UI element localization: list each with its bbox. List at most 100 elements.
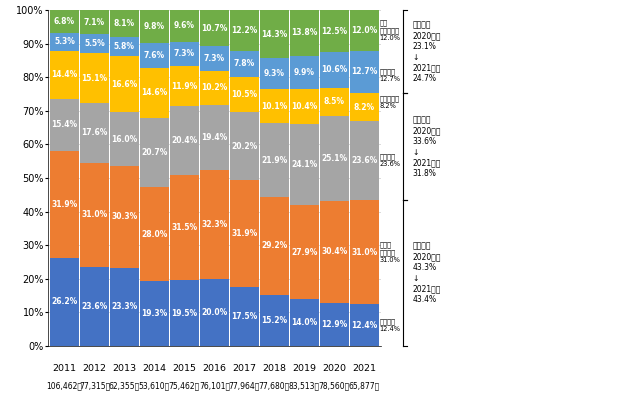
Bar [140, 68, 169, 118]
Bar [51, 99, 79, 151]
Text: 31.5%: 31.5% [172, 223, 198, 232]
Text: 31.0%: 31.0% [81, 210, 108, 219]
Text: 20.7%: 20.7% [141, 148, 168, 157]
Bar [110, 166, 139, 268]
Bar [80, 10, 109, 34]
Text: 10.7%: 10.7% [201, 24, 228, 33]
Text: 9.9%: 9.9% [294, 68, 315, 77]
Bar [320, 116, 349, 200]
Bar [200, 105, 228, 170]
Bar [80, 34, 109, 53]
Text: 83,513件: 83,513件 [289, 381, 320, 390]
Bar [260, 123, 289, 197]
Text: 75,462件: 75,462件 [169, 381, 200, 390]
Text: 12.5%: 12.5% [321, 26, 348, 36]
Text: 19.3%: 19.3% [141, 309, 168, 318]
Text: 8.2%: 8.2% [354, 103, 375, 112]
Text: 5.8%: 5.8% [114, 42, 135, 51]
Text: 2018: 2018 [262, 364, 286, 374]
Text: 12.0%: 12.0% [351, 26, 378, 35]
Bar [140, 10, 169, 43]
Text: 14.6%: 14.6% [141, 88, 168, 98]
Bar [230, 51, 259, 77]
Bar [350, 304, 378, 346]
Bar [320, 88, 349, 116]
Text: 17.5%: 17.5% [231, 312, 257, 321]
Text: 10.4%: 10.4% [291, 102, 317, 111]
Bar [230, 180, 259, 287]
Bar [260, 89, 289, 123]
Text: 10.6%: 10.6% [321, 65, 348, 74]
Text: 24.1%: 24.1% [291, 160, 317, 169]
Bar [110, 112, 139, 166]
Bar [110, 56, 139, 112]
Text: 7.3%: 7.3% [204, 54, 225, 63]
Bar [170, 175, 198, 280]
Text: 16.6%: 16.6% [111, 80, 138, 89]
Bar [80, 267, 109, 346]
Text: 106,462件: 106,462件 [47, 381, 83, 390]
Bar [170, 66, 198, 106]
Text: 2013: 2013 [113, 364, 136, 374]
Text: 注文住宅
2020年度
43.3%
↓
2021年度
43.4%: 注文住宅 2020年度 43.3% ↓ 2021年度 43.4% [412, 242, 441, 304]
Text: 15.4%: 15.4% [51, 120, 77, 130]
Bar [51, 10, 79, 33]
Text: 2019: 2019 [292, 364, 316, 374]
Text: 28.0%: 28.0% [141, 230, 168, 239]
Text: 土地付
注文住宅
31.0%: 土地付 注文住宅 31.0% [380, 242, 400, 263]
Text: 9.6%: 9.6% [174, 21, 195, 30]
Text: 中古住宅
2020年度
23.1%
↓
2021年度
24.7%: 中古住宅 2020年度 23.1% ↓ 2021年度 24.7% [412, 20, 441, 83]
Bar [290, 10, 319, 56]
Text: 10.2%: 10.2% [201, 84, 228, 92]
Text: 8.1%: 8.1% [114, 19, 135, 28]
Bar [51, 151, 79, 258]
Text: 23.6%: 23.6% [81, 302, 108, 311]
Bar [110, 37, 139, 56]
Text: 78,560件: 78,560件 [319, 381, 350, 390]
Text: 12.4%: 12.4% [351, 321, 378, 330]
Text: 注文住宅
12.4%: 注文住宅 12.4% [380, 318, 400, 332]
Text: 20.4%: 20.4% [172, 136, 198, 145]
Text: 7.3%: 7.3% [174, 49, 195, 58]
Bar [350, 93, 378, 121]
Text: 26.2%: 26.2% [51, 298, 77, 306]
Text: 62,355件: 62,355件 [109, 381, 140, 390]
Bar [260, 10, 289, 58]
Text: 2014: 2014 [143, 364, 166, 374]
Text: 15.2%: 15.2% [261, 316, 287, 325]
Bar [110, 268, 139, 346]
Text: 2015: 2015 [172, 364, 196, 374]
Text: 2021: 2021 [352, 364, 376, 374]
Text: 8.5%: 8.5% [324, 97, 345, 106]
Text: 2020: 2020 [323, 364, 346, 374]
Bar [350, 51, 378, 93]
Text: 12.7%: 12.7% [351, 68, 378, 76]
Bar [80, 162, 109, 267]
Bar [320, 303, 349, 346]
Bar [170, 42, 198, 66]
Text: 12.2%: 12.2% [231, 26, 257, 35]
Text: マンション
8.2%: マンション 8.2% [380, 96, 399, 109]
Text: 10.1%: 10.1% [261, 102, 287, 111]
Bar [80, 53, 109, 104]
Text: 9.3%: 9.3% [264, 69, 285, 78]
Text: 2017: 2017 [232, 364, 257, 374]
Bar [140, 187, 169, 281]
Bar [51, 33, 79, 51]
Bar [230, 77, 259, 112]
Bar [320, 200, 349, 303]
Text: 14.4%: 14.4% [51, 70, 77, 79]
Text: 20.0%: 20.0% [201, 308, 228, 317]
Bar [140, 281, 169, 346]
Bar [230, 287, 259, 346]
Bar [170, 106, 198, 175]
Text: 10.5%: 10.5% [231, 90, 257, 99]
Bar [260, 58, 289, 89]
Bar [290, 205, 319, 299]
Bar [260, 197, 289, 295]
Text: 11.9%: 11.9% [172, 82, 198, 91]
Text: 31.0%: 31.0% [351, 248, 378, 257]
Bar [140, 118, 169, 187]
Text: 7.8%: 7.8% [234, 59, 255, 68]
Text: 27.9%: 27.9% [291, 248, 317, 256]
